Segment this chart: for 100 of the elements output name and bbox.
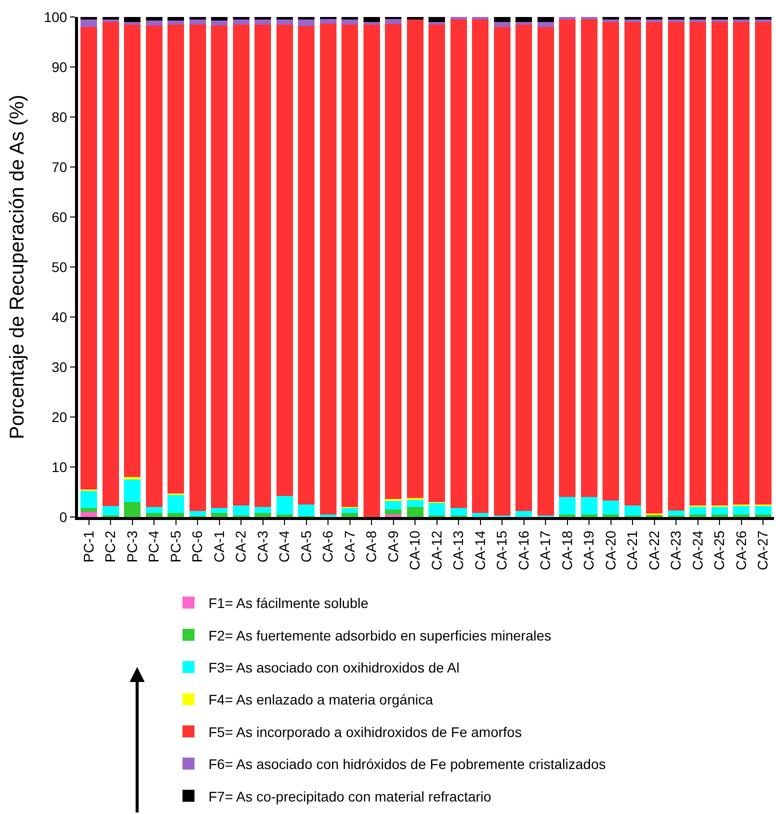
bar xyxy=(276,496,293,514)
bar xyxy=(124,17,141,22)
y-tick-label: 70 xyxy=(52,158,68,175)
bar xyxy=(211,513,228,517)
bar xyxy=(342,24,358,507)
y-tick-label: 80 xyxy=(52,108,68,125)
bar xyxy=(450,20,467,508)
x-tick-label: PC-2 xyxy=(102,530,118,563)
legend-label: F2= As fuertemente adsorbido en superficies minerales xyxy=(208,627,552,644)
x-tick-label: CA-13 xyxy=(450,530,466,570)
bar xyxy=(363,17,380,22)
bar xyxy=(406,20,424,498)
x-tick-label: CA-16 xyxy=(515,530,532,570)
bar xyxy=(146,17,162,20)
bar xyxy=(580,497,598,514)
x-tick-label: CA-4 xyxy=(276,530,292,563)
y-tick-label: 90 xyxy=(52,58,68,75)
bar xyxy=(189,511,206,516)
legend-label: F5= As incorporado a oxihidroxidos de Fe amorfos xyxy=(208,724,522,740)
bar xyxy=(276,20,293,24)
x-tick-label: CA-23 xyxy=(668,530,684,570)
x-tick-label: PC-4 xyxy=(146,530,162,563)
bar xyxy=(342,508,358,513)
bar xyxy=(232,24,250,506)
bar xyxy=(211,508,228,513)
x-tick-label: CA-6 xyxy=(320,530,336,563)
bar xyxy=(80,512,98,517)
bar xyxy=(146,513,162,517)
bar xyxy=(276,24,293,496)
bar xyxy=(537,17,554,22)
y-tick-label: 30 xyxy=(52,358,68,375)
bar xyxy=(385,24,402,499)
bar xyxy=(168,17,184,20)
bar xyxy=(189,24,206,511)
bar xyxy=(624,22,641,506)
bar xyxy=(168,20,184,24)
bar xyxy=(472,20,489,513)
bar xyxy=(146,20,162,26)
x-tick-label: CA-10 xyxy=(406,530,423,570)
bar xyxy=(298,20,315,26)
bar xyxy=(80,20,98,27)
x-tick-label: CA-3 xyxy=(254,530,270,563)
x-tick-label: CA-15 xyxy=(494,530,510,570)
x-tick-label: CA-24 xyxy=(689,530,706,570)
bar xyxy=(254,507,272,513)
bar xyxy=(298,26,315,504)
bar xyxy=(711,506,728,514)
bar xyxy=(690,22,706,506)
bar xyxy=(733,22,750,504)
bar xyxy=(211,17,228,20)
bar xyxy=(754,22,772,504)
bar xyxy=(168,494,184,513)
x-tick-label: CA-26 xyxy=(732,530,749,570)
legend-label: F6= As asociado con hidróxidos de Fe pobremente cristalizados xyxy=(208,756,606,772)
bar xyxy=(385,19,402,24)
bar xyxy=(494,22,510,27)
bar xyxy=(168,513,184,517)
bar xyxy=(80,27,98,490)
y-tick-label: 40 xyxy=(52,308,68,325)
bar xyxy=(211,26,228,508)
bar xyxy=(516,17,532,22)
bar xyxy=(428,503,446,516)
x-tick-label: CA-22 xyxy=(646,530,662,570)
bar xyxy=(102,22,119,506)
bar xyxy=(602,500,620,514)
y-tick-label: 10 xyxy=(52,458,68,475)
bar xyxy=(342,513,358,517)
bar xyxy=(80,490,98,508)
legend-label: F1= As fácilmente soluble xyxy=(208,595,369,612)
bar xyxy=(320,18,336,24)
legend-label: F3= As asociado con oxihidroxidos de Al xyxy=(208,659,460,676)
x-tick-label: CA-5 xyxy=(298,530,314,563)
bar xyxy=(342,20,358,24)
x-tick-label: CA-1 xyxy=(210,530,227,563)
bar xyxy=(516,511,532,517)
bar xyxy=(472,513,489,517)
bar xyxy=(254,24,272,507)
x-tick-label: CA-21 xyxy=(624,530,640,570)
bar xyxy=(102,506,119,516)
bar xyxy=(668,510,684,516)
bar xyxy=(624,506,641,516)
y-tick-label: 50 xyxy=(52,258,68,275)
bar xyxy=(363,24,380,517)
y-tick-label: 0 xyxy=(59,508,68,525)
bar xyxy=(754,506,772,514)
bar xyxy=(298,504,315,516)
bar xyxy=(232,506,250,516)
bar xyxy=(189,20,206,24)
bar xyxy=(168,24,184,494)
bar xyxy=(733,506,750,514)
y-tick-label: 100 xyxy=(44,8,68,25)
x-tick-label: CA-27 xyxy=(754,530,771,570)
bar xyxy=(406,507,424,517)
bar xyxy=(537,22,554,27)
x-tick-label: CA-18 xyxy=(558,530,575,570)
bar xyxy=(80,508,98,512)
bar xyxy=(559,497,576,514)
bar xyxy=(711,22,728,506)
bar xyxy=(559,20,576,497)
bar xyxy=(385,500,402,510)
